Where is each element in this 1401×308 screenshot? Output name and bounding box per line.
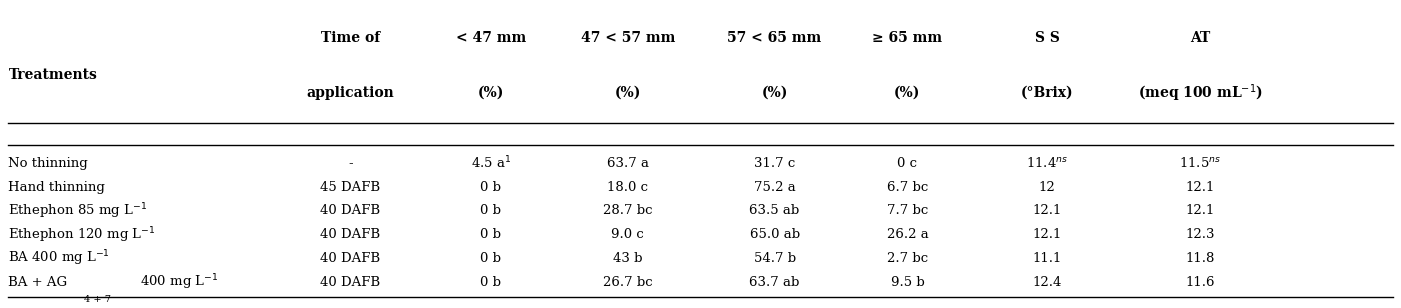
Text: 400 mg L$^{-1}$: 400 mg L$^{-1}$ <box>140 273 219 292</box>
Text: No thinning: No thinning <box>8 157 88 170</box>
Text: 54.7 b: 54.7 b <box>754 252 796 265</box>
Text: ≥ 65 mm: ≥ 65 mm <box>873 31 943 45</box>
Text: < 47 mm: < 47 mm <box>455 31 525 45</box>
Text: 12: 12 <box>1040 180 1055 193</box>
Text: 12.1: 12.1 <box>1185 205 1215 217</box>
Text: 11.4$^{ns}$: 11.4$^{ns}$ <box>1026 156 1069 170</box>
Text: 12.3: 12.3 <box>1185 228 1215 241</box>
Text: (%): (%) <box>615 86 642 100</box>
Text: 31.7 c: 31.7 c <box>754 157 796 170</box>
Text: 6.7 bc: 6.7 bc <box>887 180 927 193</box>
Text: 40 DAFB: 40 DAFB <box>321 228 380 241</box>
Text: 40 DAFB: 40 DAFB <box>321 252 380 265</box>
Text: Time of: Time of <box>321 31 380 45</box>
Text: -: - <box>347 157 353 170</box>
Text: AT: AT <box>1191 31 1210 45</box>
Text: 26.7 bc: 26.7 bc <box>602 276 653 289</box>
Text: 40 DAFB: 40 DAFB <box>321 205 380 217</box>
Text: (meq 100 mL$^{-1}$): (meq 100 mL$^{-1}$) <box>1138 82 1262 104</box>
Text: 57 < 65 mm: 57 < 65 mm <box>727 31 822 45</box>
Text: 12.1: 12.1 <box>1185 180 1215 193</box>
Text: 45 DAFB: 45 DAFB <box>321 180 380 193</box>
Text: 0 c: 0 c <box>898 157 918 170</box>
Text: 0 b: 0 b <box>481 276 502 289</box>
Text: 4.5 a$^1$: 4.5 a$^1$ <box>471 155 511 172</box>
Text: application: application <box>307 86 394 100</box>
Text: 0 b: 0 b <box>481 180 502 193</box>
Text: S S: S S <box>1035 31 1059 45</box>
Text: 11.6: 11.6 <box>1185 276 1215 289</box>
Text: 28.7 bc: 28.7 bc <box>602 205 653 217</box>
Text: 65.0 ab: 65.0 ab <box>750 228 800 241</box>
Text: (°Brix): (°Brix) <box>1021 86 1073 100</box>
Text: (%): (%) <box>894 86 920 100</box>
Text: 0 b: 0 b <box>481 252 502 265</box>
Text: Treatments: Treatments <box>8 68 97 82</box>
Text: Ethephon 120 mg L$^{-1}$: Ethephon 120 mg L$^{-1}$ <box>8 225 156 245</box>
Text: Ethephon 85 mg L$^{-1}$: Ethephon 85 mg L$^{-1}$ <box>8 201 147 221</box>
Text: 18.0 c: 18.0 c <box>607 180 649 193</box>
Text: 12.4: 12.4 <box>1033 276 1062 289</box>
Text: 63.5 ab: 63.5 ab <box>750 205 800 217</box>
Text: 7.7 bc: 7.7 bc <box>887 205 927 217</box>
Text: 0 b: 0 b <box>481 205 502 217</box>
Text: 0 b: 0 b <box>481 228 502 241</box>
Text: 9.0 c: 9.0 c <box>611 228 644 241</box>
Text: 47 < 57 mm: 47 < 57 mm <box>580 31 675 45</box>
Text: 2.7 bc: 2.7 bc <box>887 252 927 265</box>
Text: 63.7 ab: 63.7 ab <box>750 276 800 289</box>
Text: 12.1: 12.1 <box>1033 205 1062 217</box>
Text: 9.5 b: 9.5 b <box>891 276 925 289</box>
Text: 11.8: 11.8 <box>1185 252 1215 265</box>
Text: 11.5$^{ns}$: 11.5$^{ns}$ <box>1180 156 1222 170</box>
Text: 40 DAFB: 40 DAFB <box>321 276 380 289</box>
Text: BA + AG: BA + AG <box>8 276 67 289</box>
Text: 26.2 a: 26.2 a <box>887 228 929 241</box>
Text: 43 b: 43 b <box>614 252 643 265</box>
Text: Hand thinning: Hand thinning <box>8 180 105 193</box>
Text: 75.2 a: 75.2 a <box>754 180 796 193</box>
Text: 4 + 7: 4 + 7 <box>84 295 111 304</box>
Text: 63.7 a: 63.7 a <box>607 157 649 170</box>
Text: (%): (%) <box>478 86 504 100</box>
Text: 11.1: 11.1 <box>1033 252 1062 265</box>
Text: 12.1: 12.1 <box>1033 228 1062 241</box>
Text: BA 400 mg L$^{-1}$: BA 400 mg L$^{-1}$ <box>8 249 111 268</box>
Text: (%): (%) <box>761 86 787 100</box>
